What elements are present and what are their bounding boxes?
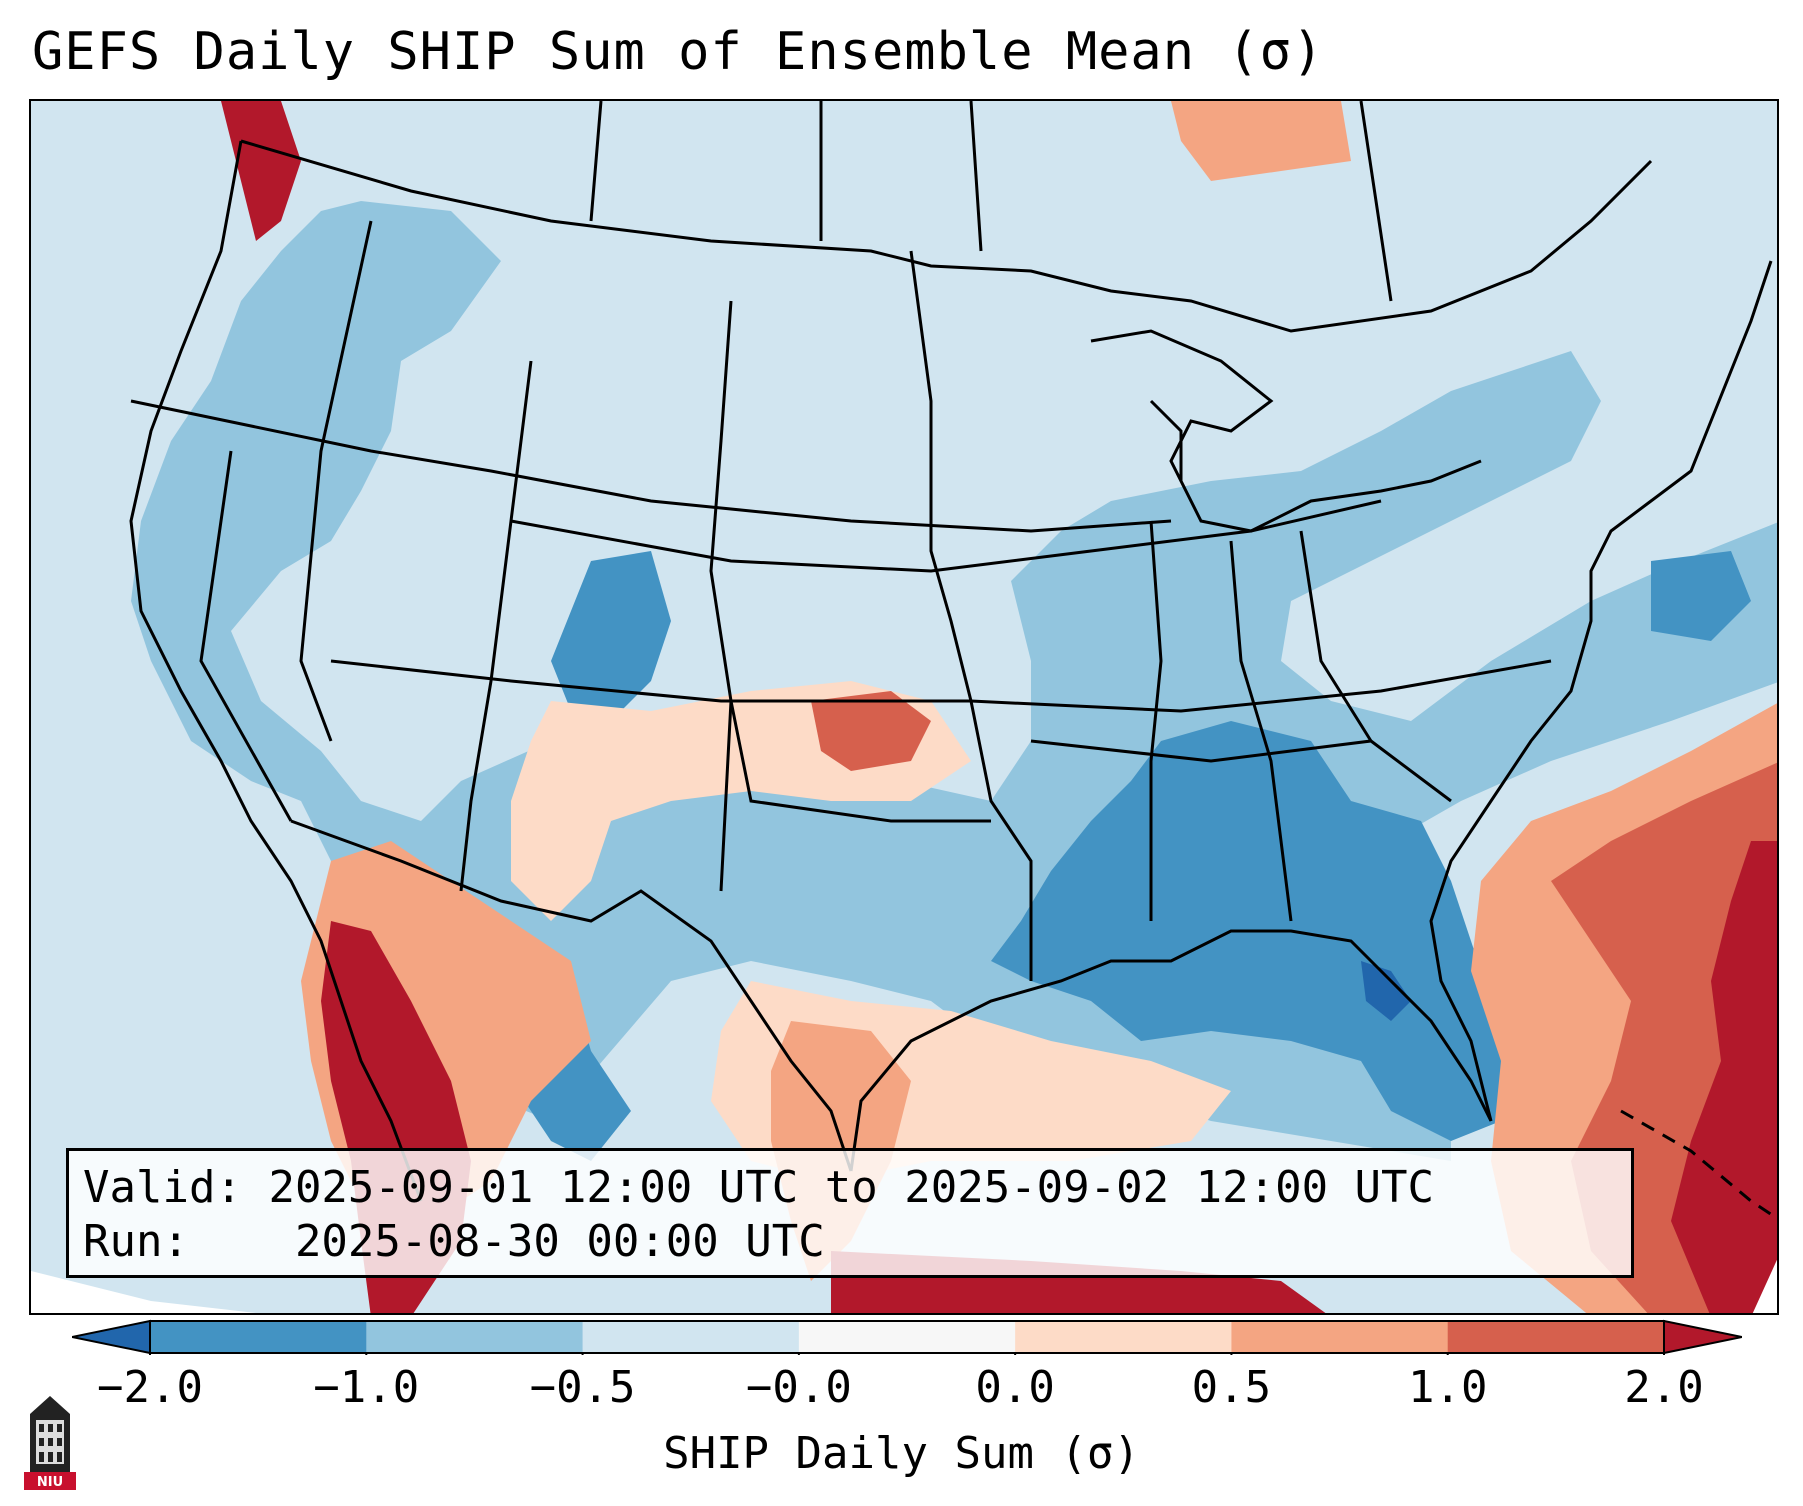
colorbar-tick-label: 0.0 bbox=[975, 1362, 1055, 1413]
colorbar-label: SHIP Daily Sum (σ) bbox=[663, 1428, 1140, 1479]
colorbar-outline bbox=[149, 1320, 1665, 1354]
state-line-2 bbox=[199, 450, 293, 822]
us-mexico-border bbox=[290, 819, 853, 1172]
valid-line: Valid: 2025-09-01 12:00 UTC to 2025-09-0… bbox=[83, 1161, 1617, 1215]
field-pos-atlantic-core bbox=[1671, 841, 1777, 1313]
colorbar-segment bbox=[366, 1321, 584, 1353]
map-edge-bottom-right bbox=[1752, 1259, 1777, 1313]
state-line-8 bbox=[510, 499, 1382, 573]
colorbar-tick-label: −1.0 bbox=[313, 1362, 420, 1413]
state-line-6 bbox=[909, 250, 1033, 981]
pacific-coast bbox=[129, 140, 423, 1202]
colorbar-over-extension bbox=[1663, 1319, 1742, 1355]
colorbar bbox=[72, 1319, 1742, 1355]
colorbar-under-extension bbox=[72, 1319, 151, 1355]
ship-anomaly-map bbox=[31, 101, 1777, 1313]
field-neg-strong-atlantic bbox=[1651, 551, 1751, 641]
state-line-5 bbox=[709, 300, 733, 892]
great-lakes bbox=[1090, 329, 1482, 533]
colorbar-tick-label: 0.5 bbox=[1191, 1362, 1272, 1413]
map-panel bbox=[29, 99, 1779, 1315]
field-pos-oklahoma bbox=[811, 691, 931, 771]
atlantic-coast bbox=[1429, 260, 1773, 1122]
field-pos-pacific-nw bbox=[221, 101, 301, 241]
canada-province-lines bbox=[589, 101, 1393, 302]
colorbar-segments bbox=[149, 1321, 1665, 1355]
colorbar-segment bbox=[150, 1321, 367, 1353]
gulf-coast bbox=[849, 929, 1493, 1172]
state-line-9 bbox=[729, 700, 991, 823]
validity-info-box: Valid: 2025-09-01 12:00 UTC to 2025-09-0… bbox=[66, 1148, 1634, 1278]
state-line-4 bbox=[459, 360, 533, 892]
state-line-12 bbox=[1229, 540, 1293, 922]
field-neg-strong-rockies bbox=[551, 551, 671, 721]
state-line-7 bbox=[330, 659, 1552, 713]
run-value: 2025-08-30 00:00 UTC bbox=[294, 1216, 825, 1267]
colorbar-segment bbox=[1231, 1321, 1449, 1353]
colorbar-segment bbox=[798, 1321, 1016, 1353]
chart-title: GEFS Daily SHIP Sum of Ensemble Mean (σ) bbox=[32, 22, 1325, 82]
niu-building-icon: NIU bbox=[24, 1396, 76, 1490]
field-neg-darkest-florida bbox=[1361, 961, 1411, 1021]
colorbar-segment bbox=[1447, 1321, 1665, 1353]
run-label: Run: bbox=[83, 1216, 189, 1267]
run-line: Run: 2025-08-30 00:00 UTC bbox=[83, 1215, 1617, 1269]
state-line-3 bbox=[299, 220, 373, 742]
colorbar-tick-label: −0.5 bbox=[529, 1362, 636, 1413]
state-line-10 bbox=[1030, 739, 1452, 803]
map-edge-bottom-left bbox=[31, 1271, 256, 1313]
valid-label: Valid: bbox=[83, 1162, 242, 1213]
valid-value: 2025-09-01 12:00 UTC to 2025-09-02 12:00… bbox=[268, 1162, 1435, 1213]
state-line-13 bbox=[1299, 530, 1373, 742]
cuba-coast bbox=[1620, 1109, 1777, 1221]
colorbar-tick-label: 2.0 bbox=[1624, 1362, 1704, 1413]
logo-text: NIU bbox=[37, 1475, 63, 1490]
colorbar-segment bbox=[1015, 1321, 1232, 1353]
us-canada-border bbox=[240, 139, 1653, 333]
colorbar-tick-label: −0.0 bbox=[745, 1362, 852, 1413]
boundaries bbox=[129, 101, 1777, 1221]
colorbar-segment bbox=[582, 1321, 800, 1353]
colorbar-tick-label: −2.0 bbox=[97, 1362, 203, 1413]
colorbar-tick-label: 1.0 bbox=[1407, 1362, 1488, 1413]
state-line-11 bbox=[1149, 520, 1163, 921]
state-line-1 bbox=[130, 399, 1172, 533]
field-pos-hudson bbox=[1171, 101, 1351, 181]
